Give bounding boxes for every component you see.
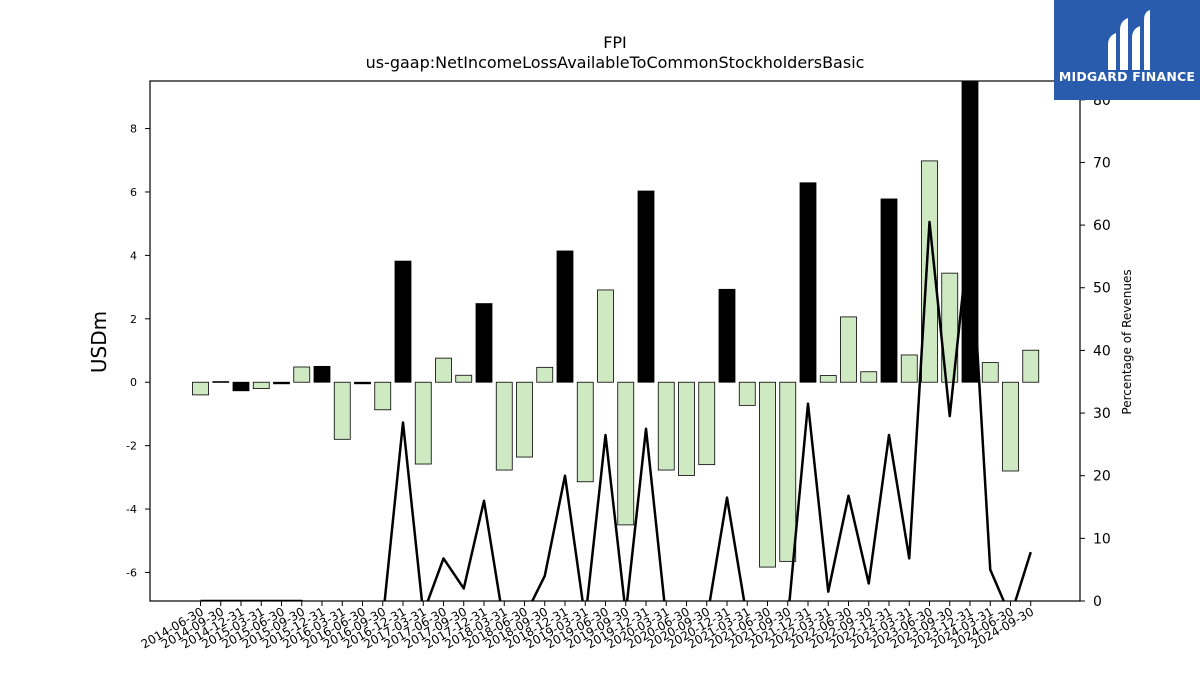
y2-tick-label: 70 [1093,155,1111,171]
line-series [200,220,1032,601]
y2-tick-label: 0 [1093,594,1102,610]
y-tick-label: -4 [126,503,137,516]
bar [678,381,695,476]
bar [394,260,412,383]
bar [880,198,898,383]
bar [1002,381,1019,472]
y2-axis-label: Percentage of Revenues [1120,269,1134,414]
bar [597,289,614,383]
bar [759,381,776,568]
y-tick-label: -2 [126,440,137,453]
y2-tick-label: 10 [1093,531,1111,547]
bar [435,357,452,383]
chart-subtitle: us-gaap:NetIncomeLossAvailableToCommonSt… [366,53,865,72]
bar [819,375,837,383]
bar [495,381,513,471]
y2-tick-label: 30 [1093,406,1111,422]
y2-tick-label: 50 [1093,281,1111,297]
y-tick-label: 0 [130,376,137,389]
bar [779,381,797,562]
bar [252,381,270,389]
y2-tick-label: 40 [1093,343,1111,359]
bar [313,365,331,383]
bar [718,288,736,383]
axes: -6-4-202468010203040506070802014-06-3020… [126,80,1111,651]
bar [617,381,635,526]
bar [354,381,371,385]
bar [192,381,209,396]
bar [455,374,473,383]
y2-tick-label: 20 [1093,469,1111,485]
chart-title: FPI [603,33,627,52]
bar-series [192,80,1040,568]
bar [374,381,392,411]
midgard-logo-icon [1108,10,1150,70]
y-axis-label: USDm [87,311,111,373]
bar [738,381,756,406]
bar [516,381,533,458]
bar [1022,349,1040,383]
line-series-path [200,220,1032,601]
bar [657,381,675,471]
bar [921,160,938,383]
bar [799,182,817,383]
y-tick-label: 8 [130,123,137,136]
bar [414,381,432,465]
bar [840,316,857,383]
bar [981,362,999,383]
bar [212,381,230,383]
y-tick-label: 6 [130,186,137,199]
bar [273,381,290,385]
bar [900,354,918,383]
bar [637,190,655,383]
bar [698,381,716,466]
bar [536,366,554,383]
y2-tick-label: 60 [1093,218,1111,234]
y-tick-label: -6 [126,566,137,579]
bar [333,381,351,440]
bar [293,366,311,383]
bar [232,381,250,392]
logo-text: MIDGARD FINANCE [1058,69,1196,84]
bar [576,381,594,483]
bar [860,371,878,383]
bar [475,303,493,383]
y-tick-label: 2 [130,313,137,326]
bar [556,250,574,383]
y-tick-label: 4 [130,249,137,262]
plot-frame [149,80,1081,602]
midgard-finance-logo: MIDGARD FINANCE [1054,0,1200,100]
